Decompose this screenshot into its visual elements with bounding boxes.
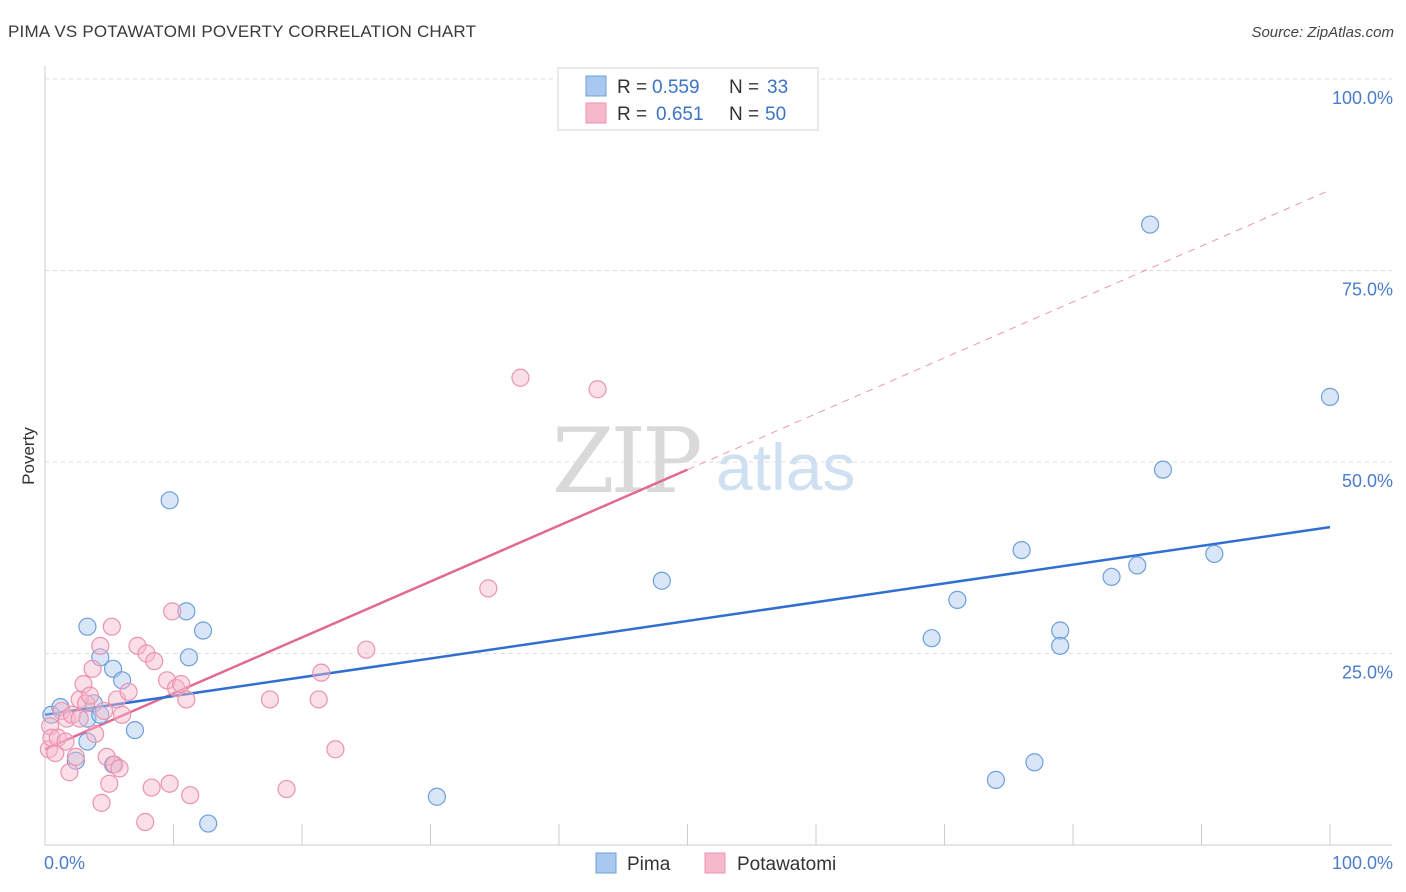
pima-point [1051, 636, 1070, 655]
potawatomi-point [326, 740, 345, 759]
pima-point [1102, 567, 1121, 587]
potawatomi-point [277, 779, 296, 799]
potawatomi-point [177, 690, 196, 709]
potawatomi-point [80, 686, 100, 705]
pima-point [652, 571, 671, 590]
y-tick-label: 75.0% [1342, 280, 1393, 300]
legend-r-label-pima: R = [617, 77, 647, 98]
source-label: Source: ZipAtlas.com [1251, 24, 1394, 41]
y-axis-label: Poverty [19, 427, 38, 485]
pima-point [1320, 387, 1340, 406]
trend-lines [44, 189, 1331, 751]
pima-point [1012, 540, 1031, 560]
y-tick-label: 100.0% [1332, 88, 1393, 108]
potawatomi-point [97, 747, 116, 767]
bottom-legend-swatch-pima [595, 852, 617, 874]
potawatomi-point [136, 812, 155, 832]
potawatomi-point [100, 774, 119, 793]
potawatomi-trend-extension [687, 189, 1331, 471]
x-tick-label: 0.0% [44, 853, 85, 873]
pima-point [112, 671, 132, 690]
potawatomi-point [137, 644, 156, 663]
legend-n-label-potawatomi: N = [729, 104, 759, 125]
potawatomi-point [95, 701, 114, 721]
pima-point [1051, 621, 1070, 640]
legend-n-value-potawatomi: 50 [765, 104, 786, 125]
potawatomi-point [260, 690, 279, 709]
potawatomi-point [74, 675, 93, 694]
potawatomi-point [102, 617, 121, 636]
pima-point [177, 602, 196, 621]
legend-n-value-pima: 33 [767, 77, 788, 98]
potawatomi-point [588, 380, 607, 399]
pima-point [1205, 544, 1224, 564]
pima-point [1140, 215, 1160, 234]
potawatomi-point [91, 636, 110, 655]
pima-point [1128, 556, 1147, 575]
watermark-atlas: atlas [716, 430, 855, 504]
legend-r-value-pima: 0.559 [652, 77, 700, 98]
pima-point [179, 648, 199, 667]
potawatomi-point [56, 732, 75, 751]
bottom-legend: Pima Potawatomi [595, 852, 836, 875]
legend-swatch-pima [585, 75, 607, 97]
pima-point [986, 770, 1006, 789]
potawatomi-point [46, 743, 65, 763]
potawatomi-point [112, 705, 132, 724]
gridlines [45, 78, 1392, 654]
legend: R = 0.559 N = 33 R = 0.651 N = 50 [557, 67, 819, 131]
pima-point [66, 751, 85, 770]
potawatomi-point [357, 640, 376, 659]
chart-title: PIMA VS POTAWATOMI POVERTY CORRELATION C… [8, 22, 477, 41]
potawatomi-point [160, 774, 179, 793]
potawatomi-point [309, 690, 328, 709]
pima-point [160, 491, 179, 510]
potawatomi-point [86, 724, 105, 744]
potawatomi-point [145, 652, 164, 671]
y-tick-label: 25.0% [1342, 663, 1393, 683]
potawatomi-point [163, 602, 182, 621]
pima-point [78, 617, 97, 636]
potawatomi-point [83, 659, 102, 678]
pima-point [1025, 753, 1044, 772]
potawatomi-point [42, 728, 61, 747]
legend-swatch-potawatomi [585, 102, 607, 124]
pima-points [42, 215, 1340, 833]
potawatomi-point [119, 682, 138, 701]
bottom-legend-label-potawatomi: Potawatomi [737, 854, 836, 875]
axes [44, 66, 1392, 846]
legend-r-value-potawatomi: 0.651 [656, 104, 704, 125]
pima-point [193, 621, 213, 640]
bottom-legend-swatch-potawatomi [704, 852, 726, 874]
potawatomi-point [181, 786, 200, 805]
pima-point [922, 629, 941, 648]
potawatomi-point [312, 663, 331, 682]
legend-n-label-pima: N = [729, 77, 759, 98]
y-tick-label: 50.0% [1342, 471, 1393, 491]
bottom-legend-label-pima: Pima [627, 854, 671, 875]
potawatomi-trend-line [44, 468, 688, 751]
potawatomi-points [39, 368, 607, 832]
pima-point [948, 590, 967, 609]
pima-point [125, 720, 145, 740]
potawatomi-point [172, 675, 191, 694]
pima-point [427, 787, 447, 806]
pima-point [78, 732, 97, 751]
x-tick-label: 100.0% [1332, 853, 1393, 873]
tick-labels: 25.0% 50.0% 75.0% 100.0% 0.0% 100.0% [44, 88, 1393, 873]
potawatomi-point [70, 709, 89, 728]
legend-r-label-potawatomi: R = [617, 104, 647, 125]
potawatomi-point [60, 763, 79, 782]
pima-trend-line [44, 525, 1331, 717]
potawatomi-point [92, 793, 111, 812]
potawatomi-point [511, 368, 530, 387]
potawatomi-point [479, 579, 498, 598]
potawatomi-point [110, 759, 129, 778]
potawatomi-point [66, 747, 85, 767]
pima-point [1153, 460, 1173, 479]
pima-point [199, 814, 218, 833]
potawatomi-point [142, 778, 161, 797]
